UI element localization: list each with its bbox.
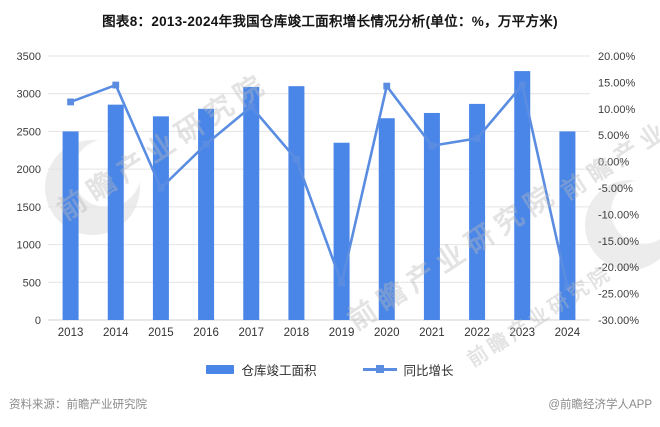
right-axis-tick: -30.00% (598, 315, 639, 327)
x-axis-label: 2019 (329, 327, 355, 339)
line-marker-2023 (518, 81, 526, 89)
left-axis-tick: 3500 (17, 51, 41, 63)
x-axis-label: 2013 (58, 327, 84, 339)
x-axis-label: 2022 (464, 327, 490, 339)
x-axis-label: 2014 (103, 327, 129, 339)
right-axis-tick: 0.00% (598, 157, 629, 169)
legend-line-swatch-icon (362, 365, 397, 373)
line-marker-2018 (293, 156, 300, 163)
x-axis-label: 2016 (193, 327, 219, 339)
legend-bar-swatch-icon (206, 365, 235, 374)
line-marker-2021 (428, 142, 436, 150)
right-axis-tick: 20.00% (598, 51, 636, 63)
legend-item-bar: 仓库竣工面积 (206, 360, 317, 379)
x-axis-label: 2024 (555, 327, 581, 339)
bar-2016 (198, 108, 215, 320)
x-axis-label: 2017 (238, 327, 264, 339)
bar-2024 (559, 131, 576, 320)
bar-2014 (107, 104, 124, 320)
line-marker-2019 (338, 279, 345, 287)
growth-line (70, 83, 569, 288)
chart-title: 图表8：2013-2024年我国仓库竣工面积增长情况分析(单位：%，万平方米) (102, 14, 558, 29)
bar-2015 (152, 116, 169, 320)
right-axis-tick: -25.00% (598, 289, 639, 301)
bar-2013 (62, 131, 79, 320)
line-marker-2022 (473, 134, 481, 142)
line-marker-2016 (202, 140, 210, 148)
left-axis-tick: 1000 (17, 240, 41, 252)
line-marker-2015 (157, 184, 165, 192)
bar-2022 (469, 103, 486, 320)
right-axis-tick: -15.00% (598, 236, 639, 248)
left-axis-tick: 2500 (17, 126, 41, 138)
x-axis-label: 2021 (419, 327, 445, 339)
legend-line-marker-icon (375, 365, 384, 373)
left-axis-tick: 1500 (17, 202, 41, 214)
x-axis-label: 2020 (374, 327, 400, 339)
chart-canvas: 3500 3000 2500 2000 1500 1000 500 0 20.00% 15.00%… (17, 51, 640, 339)
left-axis-tick: 3000 (17, 89, 41, 101)
x-axis-label: 2015 (148, 327, 174, 339)
chart-legend: 仓库竣工面积 同比增长 (0, 360, 660, 379)
bar-2021 (423, 112, 440, 320)
right-axis-tick: -10.00% (598, 209, 639, 221)
right-axis-tick: -5.00% (598, 183, 633, 195)
line-marker-2013 (67, 98, 74, 106)
source-note: 资料来源：前瞻产业研究院 (9, 399, 147, 411)
right-axis-tick: 15.00% (598, 77, 636, 89)
legend-bar-label: 仓库竣工面积 (241, 364, 317, 378)
x-axis-label: 2018 (284, 327, 310, 339)
line-marker-2020 (383, 82, 391, 90)
left-axis-tick: 0 (35, 315, 41, 327)
x-axis-label: 2023 (509, 327, 535, 339)
right-axis-tick: 10.00% (598, 104, 636, 116)
legend-item-line: 同比增长 (362, 360, 454, 379)
bar-2018 (288, 86, 305, 321)
left-axis-tick: 2000 (17, 164, 41, 176)
bar-2020 (378, 118, 395, 320)
line-marker-2024 (564, 283, 571, 291)
right-axis-tick: -20.00% (598, 262, 639, 274)
chart-footer: 资料来源：前瞻产业研究院 @前瞻经济学人APP (0, 396, 660, 412)
left-axis-tick: 500 (23, 277, 41, 289)
legend-line-label: 同比增长 (403, 364, 454, 378)
bar-2019 (333, 142, 350, 320)
right-axis-tick: 5.00% (598, 130, 629, 142)
line-marker-2014 (112, 81, 120, 89)
line-marker-2017 (247, 103, 255, 111)
bar-2023 (514, 71, 531, 320)
bar-2017 (243, 86, 260, 320)
attribution: @前瞻经济学人APP (548, 399, 652, 411)
